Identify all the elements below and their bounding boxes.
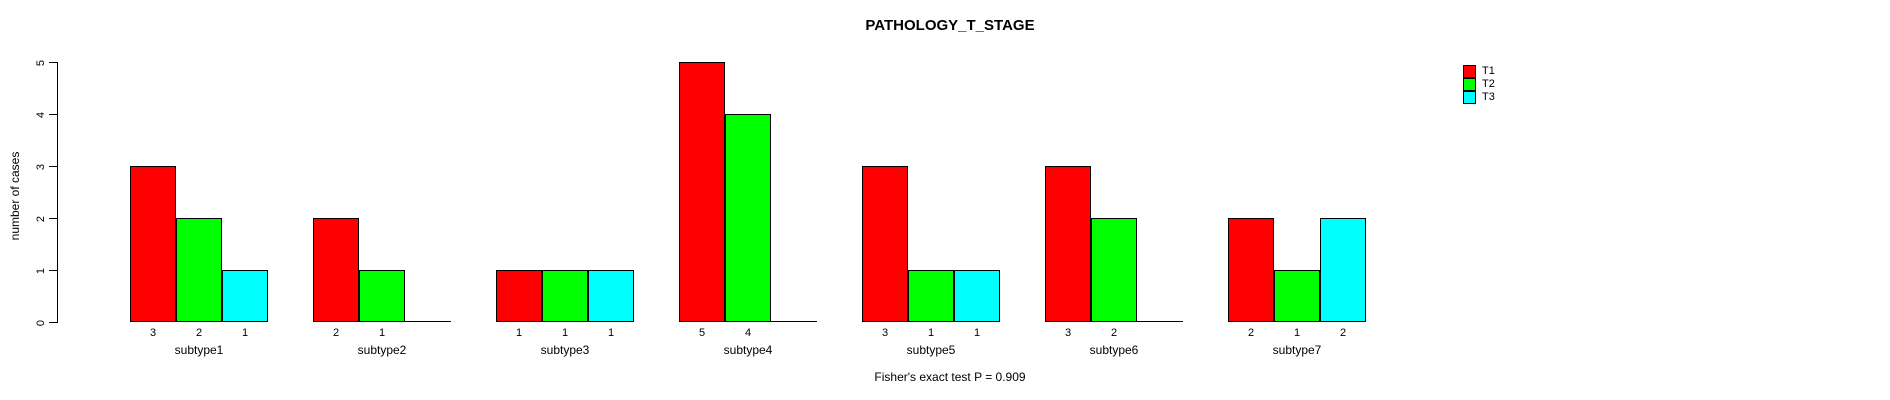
footer-annotation: Fisher's exact test P = 0.909 bbox=[874, 370, 1026, 384]
legend-label: T3 bbox=[1482, 91, 1495, 103]
bar bbox=[176, 218, 222, 322]
legend-swatch bbox=[1463, 78, 1476, 91]
bar-value-label: 3 bbox=[1064, 327, 1072, 339]
y-axis-line bbox=[57, 62, 58, 323]
bar-value-label: 2 bbox=[195, 327, 203, 339]
bar bbox=[1091, 218, 1137, 322]
category-label: subtype6 bbox=[1089, 343, 1139, 357]
bar bbox=[954, 270, 1000, 322]
zero-height-bar-line bbox=[405, 321, 451, 322]
category-label: subtype7 bbox=[1272, 343, 1322, 357]
bar-value-label: 4 bbox=[744, 327, 752, 339]
category-label: subtype5 bbox=[906, 343, 956, 357]
bar-value-label: 1 bbox=[973, 327, 981, 339]
bar bbox=[725, 114, 771, 322]
bar-value-label: 1 bbox=[1293, 327, 1301, 339]
bar-value-label: 1 bbox=[241, 327, 249, 339]
y-tick bbox=[49, 114, 57, 115]
bar-value-label: 3 bbox=[149, 327, 157, 339]
legend-item: T2 bbox=[1463, 78, 1495, 91]
bar-value-label: 1 bbox=[561, 327, 569, 339]
bar-value-label: 1 bbox=[515, 327, 523, 339]
bar-value-label: 2 bbox=[1110, 327, 1118, 339]
y-tick-label: 2 bbox=[35, 215, 47, 222]
y-tick bbox=[49, 62, 57, 63]
bar-value-label: 3 bbox=[881, 327, 889, 339]
y-tick-label: 4 bbox=[35, 111, 47, 118]
bar bbox=[496, 270, 542, 322]
bar bbox=[1045, 166, 1091, 322]
legend: T1 T2 T3 bbox=[1463, 65, 1495, 104]
y-tick bbox=[49, 322, 57, 323]
category-label: subtype4 bbox=[723, 343, 773, 357]
bar bbox=[588, 270, 634, 322]
y-tick bbox=[49, 218, 57, 219]
y-tick-label: 3 bbox=[35, 163, 47, 170]
bar bbox=[130, 166, 176, 322]
bar bbox=[222, 270, 268, 322]
bar-value-label: 2 bbox=[332, 327, 340, 339]
bar-value-label: 1 bbox=[607, 327, 615, 339]
bar bbox=[313, 218, 359, 322]
category-label: subtype3 bbox=[540, 343, 590, 357]
bar bbox=[1274, 270, 1320, 322]
y-tick-label: 0 bbox=[35, 319, 47, 326]
bar-value-label: 2 bbox=[1247, 327, 1255, 339]
zero-height-bar-line bbox=[771, 321, 817, 322]
bar bbox=[862, 166, 908, 322]
legend-label: T1 bbox=[1482, 65, 1495, 77]
legend-swatch bbox=[1463, 91, 1476, 104]
bar bbox=[542, 270, 588, 322]
legend-swatch bbox=[1463, 65, 1476, 78]
bar-value-label: 1 bbox=[927, 327, 935, 339]
legend-item: T1 bbox=[1463, 65, 1495, 78]
zero-height-bar-line bbox=[1137, 321, 1183, 322]
bar-value-label: 1 bbox=[378, 327, 386, 339]
bar bbox=[679, 62, 725, 322]
bar bbox=[359, 270, 405, 322]
bar bbox=[908, 270, 954, 322]
y-tick bbox=[49, 166, 57, 167]
y-tick bbox=[49, 270, 57, 271]
category-label: subtype1 bbox=[174, 343, 224, 357]
y-tick-label: 5 bbox=[35, 59, 47, 66]
category-label: subtype2 bbox=[357, 343, 407, 357]
legend-label: T2 bbox=[1482, 78, 1495, 90]
bar-value-label: 5 bbox=[698, 327, 706, 339]
chart-title: PATHOLOGY_T_STAGE bbox=[865, 17, 1035, 34]
bar-value-label: 2 bbox=[1339, 327, 1347, 339]
bar bbox=[1320, 218, 1366, 322]
bar bbox=[1228, 218, 1274, 322]
legend-item: T3 bbox=[1463, 91, 1495, 104]
y-tick-label: 1 bbox=[35, 267, 47, 274]
